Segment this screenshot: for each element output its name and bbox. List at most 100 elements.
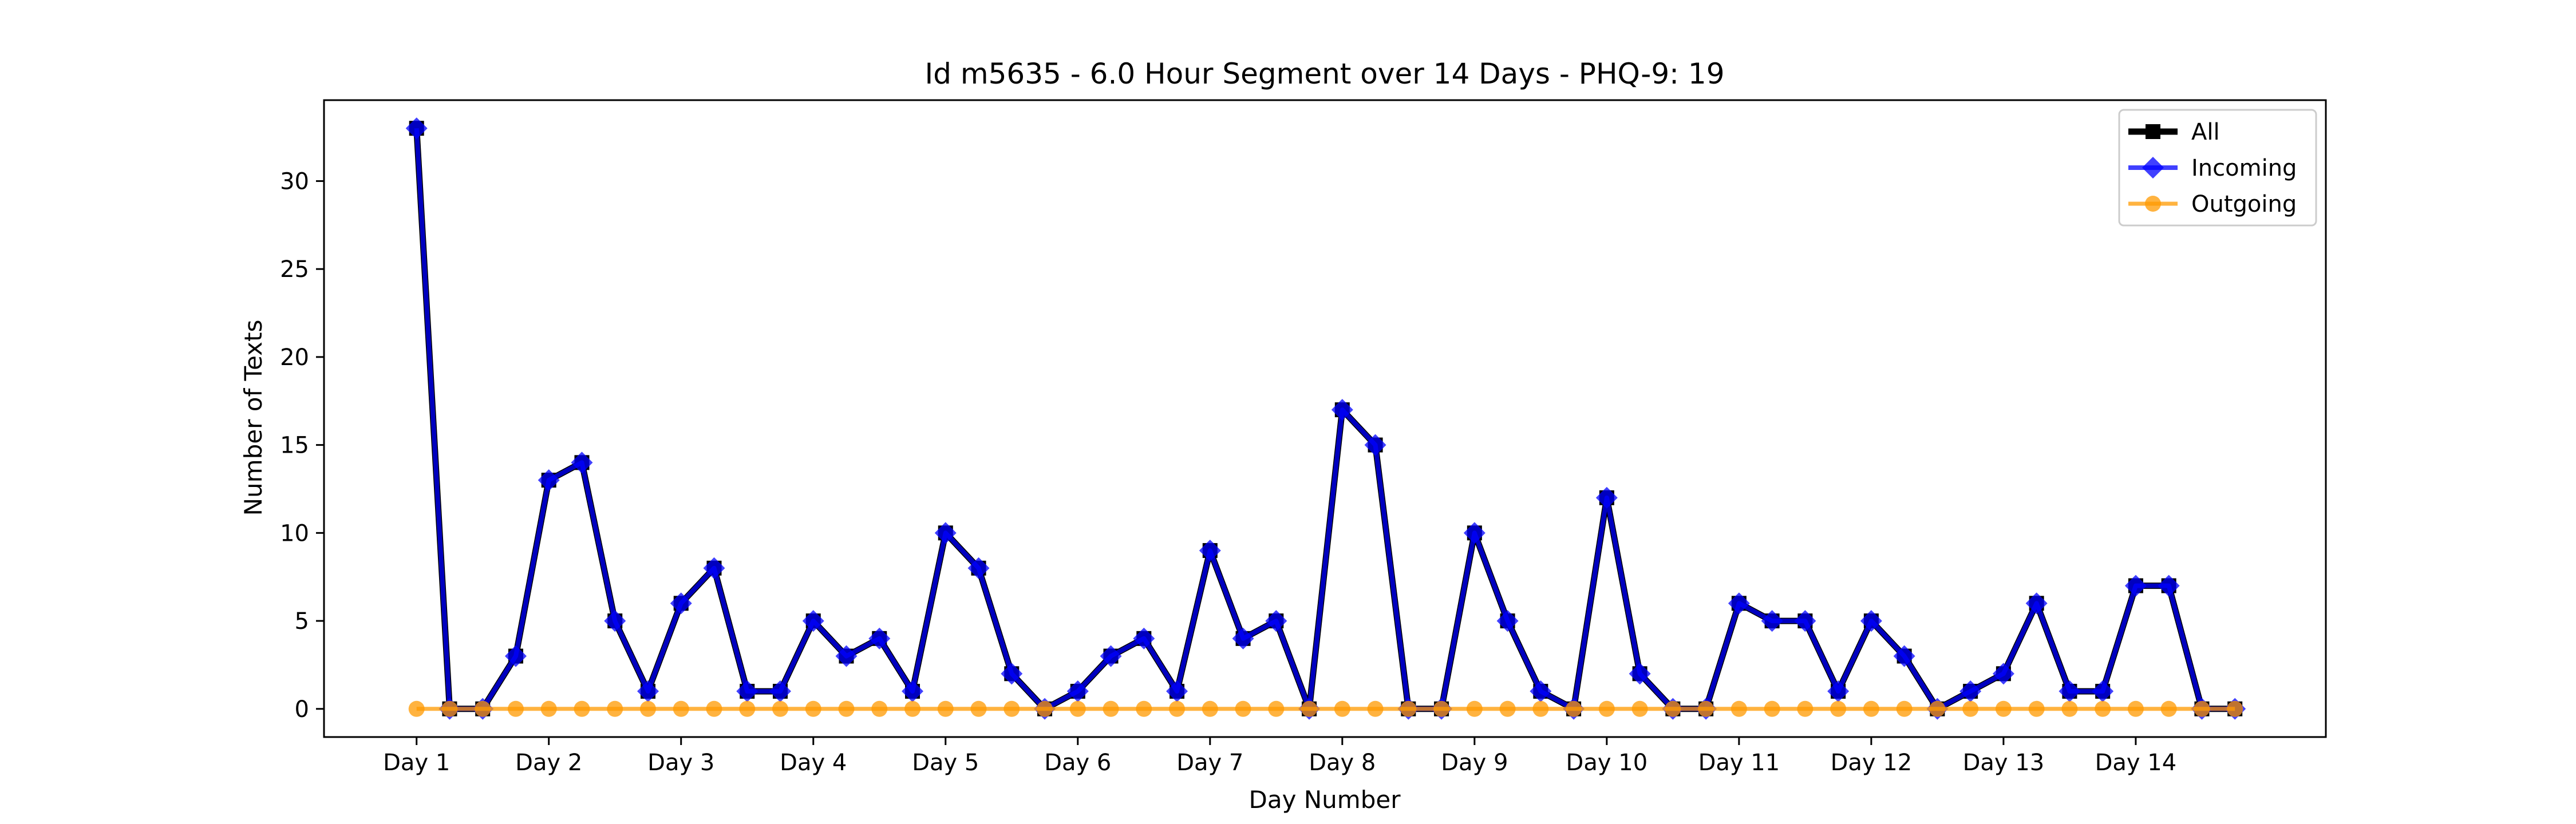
x-tick-label: Day 10 bbox=[1566, 750, 1648, 776]
data-point-outgoing bbox=[639, 700, 656, 717]
data-point-outgoing bbox=[772, 700, 789, 717]
data-point-incoming bbox=[703, 557, 725, 579]
x-axis-label: Day Number bbox=[1249, 786, 1401, 814]
data-point-incoming bbox=[1959, 680, 1982, 703]
x-tick-label: Day 3 bbox=[647, 750, 714, 776]
series-outgoing bbox=[408, 700, 2243, 717]
data-point-outgoing bbox=[1631, 700, 1648, 717]
data-point-outgoing bbox=[1896, 700, 1913, 717]
data-point-outgoing bbox=[408, 700, 425, 717]
data-point-incoming bbox=[868, 627, 891, 649]
y-tick-label: 20 bbox=[280, 344, 309, 371]
data-point-outgoing bbox=[1764, 700, 1780, 717]
data-point-outgoing bbox=[1367, 700, 1384, 717]
legend-item-incoming: Incoming bbox=[2128, 155, 2297, 181]
data-point-outgoing bbox=[937, 700, 954, 717]
data-point-outgoing bbox=[475, 700, 491, 717]
legend-swatch-marker bbox=[2145, 196, 2161, 212]
data-point-incoming bbox=[504, 645, 527, 667]
data-point-incoming bbox=[1860, 610, 1882, 632]
data-point-outgoing bbox=[2194, 700, 2210, 717]
data-point-incoming bbox=[405, 117, 428, 140]
data-point-outgoing bbox=[1566, 700, 1582, 717]
data-point-outgoing bbox=[1268, 700, 1285, 717]
y-tick-label: 0 bbox=[295, 696, 309, 723]
x-axis: Day 1 Day 2 Day 3 Day 4 Day 5 Day 6 Day 7 Day 8… bbox=[383, 737, 2176, 776]
data-point-outgoing bbox=[607, 700, 623, 717]
data-point-outgoing bbox=[1400, 700, 1417, 717]
data-point-outgoing bbox=[2095, 700, 2111, 717]
data-point-outgoing bbox=[1929, 700, 1946, 717]
data-point-incoming bbox=[1463, 522, 1485, 544]
data-point-incoming bbox=[1232, 627, 1254, 649]
data-point-incoming bbox=[2158, 575, 2180, 597]
data-point-outgoing bbox=[1532, 700, 1549, 717]
data-point-outgoing bbox=[1235, 700, 1251, 717]
data-point-incoming bbox=[802, 610, 824, 632]
data-point-incoming bbox=[1166, 680, 1188, 703]
x-tick-label: Day 1 bbox=[383, 750, 450, 776]
data-point-outgoing bbox=[2227, 700, 2243, 717]
data-point-outgoing bbox=[1962, 700, 1979, 717]
legend-label: Incoming bbox=[2191, 155, 2297, 181]
data-point-outgoing bbox=[2127, 700, 2144, 717]
data-point-outgoing bbox=[574, 700, 590, 717]
data-point-outgoing bbox=[2160, 700, 2177, 717]
data-point-incoming bbox=[1100, 645, 1122, 667]
data-point-incoming bbox=[1199, 540, 1221, 562]
data-point-outgoing bbox=[1136, 700, 1152, 717]
data-point-outgoing bbox=[507, 700, 524, 717]
data-point-incoming bbox=[1496, 610, 1519, 632]
data-point-incoming bbox=[1629, 663, 1651, 685]
data-point-outgoing bbox=[1499, 700, 1516, 717]
data-point-incoming bbox=[1133, 627, 1155, 649]
data-point-outgoing bbox=[805, 700, 821, 717]
data-point-incoming bbox=[1001, 663, 1023, 685]
data-point-outgoing bbox=[1334, 700, 1350, 717]
data-point-outgoing bbox=[673, 700, 689, 717]
data-point-incoming bbox=[1827, 680, 1850, 703]
legend-label: Outgoing bbox=[2191, 191, 2297, 217]
data-point-outgoing bbox=[1797, 700, 1814, 717]
data-point-outgoing bbox=[540, 700, 557, 717]
y-tick-label: 30 bbox=[280, 168, 309, 195]
data-point-incoming bbox=[1265, 610, 1287, 632]
data-point-outgoing bbox=[871, 700, 888, 717]
data-point-incoming bbox=[2124, 575, 2147, 597]
legend-label: All bbox=[2191, 119, 2220, 145]
data-point-outgoing bbox=[1665, 700, 1681, 717]
data-point-incoming bbox=[769, 680, 792, 703]
x-tick-label: Day 9 bbox=[1441, 750, 1508, 776]
data-point-outgoing bbox=[1698, 700, 1714, 717]
data-point-outgoing bbox=[1037, 700, 1053, 717]
data-point-outgoing bbox=[1730, 700, 1747, 717]
y-axis-label: Number of Texts bbox=[239, 320, 267, 516]
data-point-outgoing bbox=[1169, 700, 1186, 717]
y-tick-label: 25 bbox=[280, 256, 309, 283]
x-tick-label: Day 12 bbox=[1831, 750, 1913, 776]
data-point-outgoing bbox=[1202, 700, 1218, 717]
chart-title: Id m5635 - 6.0 Hour Segment over 14 Days… bbox=[924, 57, 1724, 90]
data-point-outgoing bbox=[1069, 700, 1086, 717]
y-tick-label: 10 bbox=[280, 520, 309, 546]
legend: All Incoming Outgoing bbox=[2118, 109, 2317, 227]
x-tick-label: Day 6 bbox=[1044, 750, 1111, 776]
data-point-incoming bbox=[571, 451, 593, 474]
legend-swatch-marker bbox=[2146, 124, 2160, 139]
x-tick-label: Day 5 bbox=[912, 750, 979, 776]
data-point-outgoing bbox=[1103, 700, 1119, 717]
y-axis: 0 5 10 15 20 25 30 bbox=[280, 168, 324, 723]
data-point-incoming bbox=[1893, 645, 1915, 667]
x-tick-label: Day 13 bbox=[1963, 750, 2045, 776]
data-point-incoming bbox=[934, 522, 957, 544]
data-point-incoming bbox=[902, 680, 924, 703]
data-point-incoming bbox=[1728, 592, 1750, 615]
data-point-incoming bbox=[2059, 680, 2081, 703]
data-point-outgoing bbox=[441, 700, 458, 717]
data-point-incoming bbox=[2092, 680, 2114, 703]
data-point-incoming bbox=[1595, 486, 1618, 509]
data-point-incoming bbox=[736, 680, 758, 703]
legend-item-all: All bbox=[2128, 119, 2220, 145]
data-point-outgoing bbox=[1466, 700, 1483, 717]
data-point-outgoing bbox=[1830, 700, 1847, 717]
